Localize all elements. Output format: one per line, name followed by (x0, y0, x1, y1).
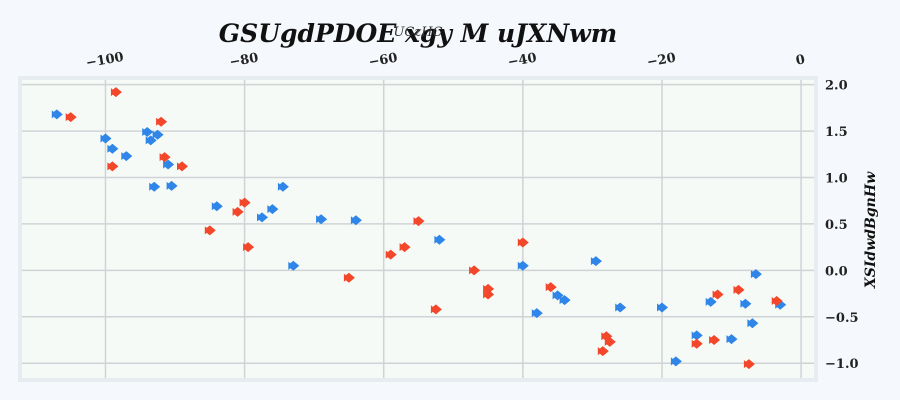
data-point (156, 116, 168, 127)
y-tick-label: 1.0 (825, 172, 848, 187)
x-axis-label: UCzHC (393, 25, 442, 40)
data-point (691, 338, 703, 349)
data-point (51, 109, 63, 120)
data-point (121, 151, 133, 162)
data-point (705, 296, 717, 307)
data-point (726, 334, 738, 345)
data-point (65, 112, 77, 123)
data-point (243, 242, 255, 253)
data-point (552, 290, 564, 301)
data-point (615, 302, 627, 313)
data-point (750, 269, 762, 280)
data-point (670, 356, 682, 367)
data-point (350, 215, 362, 226)
data-point (204, 225, 216, 236)
data-point (142, 127, 154, 137)
data-point (277, 181, 289, 192)
data-point (211, 201, 223, 212)
plot-area: −100 −80 −60 −40 −20 0 2.0 1.5 1.0 0.5 0.0 −0.5 −1.0 (18, 50, 859, 382)
data-point (107, 143, 119, 154)
data-point (232, 206, 244, 217)
data-point (343, 272, 355, 283)
data-point (110, 87, 122, 98)
data-point (712, 289, 724, 300)
data-point (100, 133, 112, 144)
x-tick-label: −40 (507, 51, 538, 71)
y-axis-label: XSIdwdBgnHw (863, 171, 879, 289)
data-point (288, 260, 300, 271)
data-point (399, 242, 411, 253)
data-point (657, 302, 668, 313)
y-tick-label: 0.0 (825, 264, 848, 279)
data-point (149, 181, 161, 192)
data-point (166, 180, 178, 191)
plot-background (22, 80, 814, 378)
data-point (177, 161, 188, 172)
y-tick-label: 1.5 (825, 125, 848, 140)
data-point (733, 284, 745, 295)
data-point (413, 216, 425, 227)
data-point (691, 330, 703, 341)
data-point (159, 152, 171, 163)
x-tick-label: −100 (85, 50, 125, 71)
data-point (430, 304, 442, 315)
data-point (531, 308, 543, 319)
y-tick-label: −1.0 (825, 357, 859, 372)
y-tick-label: 2.0 (825, 79, 848, 94)
data-point (740, 298, 752, 309)
data-point (257, 212, 268, 223)
data-point (743, 359, 755, 370)
data-point (145, 135, 157, 146)
data-point (601, 331, 613, 342)
data-point (316, 214, 328, 225)
data-point (267, 204, 279, 215)
data-point (604, 336, 616, 347)
x-tick-label: −20 (646, 51, 677, 71)
data-point (517, 260, 529, 271)
data-point (107, 161, 119, 172)
data-point (597, 346, 609, 357)
data-point (590, 256, 602, 267)
data-point (469, 265, 481, 276)
x-tick-label: −60 (368, 51, 399, 71)
data-point (517, 237, 529, 248)
data-point (559, 295, 571, 306)
x-tick-label: −80 (228, 51, 259, 71)
x-tick-label: 0 (795, 52, 807, 68)
y-tick-label: −0.5 (825, 311, 859, 326)
data-point (434, 234, 446, 245)
data-point (545, 282, 557, 293)
data-point (152, 129, 164, 140)
chart-title: GSUgdPDOE xgy M uJXNwm (219, 19, 617, 48)
data-point (771, 296, 783, 306)
data-point (163, 159, 175, 170)
y-tick-label: 0.5 (825, 218, 848, 233)
data-point (747, 318, 759, 329)
data-point (239, 197, 251, 208)
data-point (709, 335, 721, 345)
data-point (385, 249, 397, 260)
data-point (483, 289, 495, 300)
